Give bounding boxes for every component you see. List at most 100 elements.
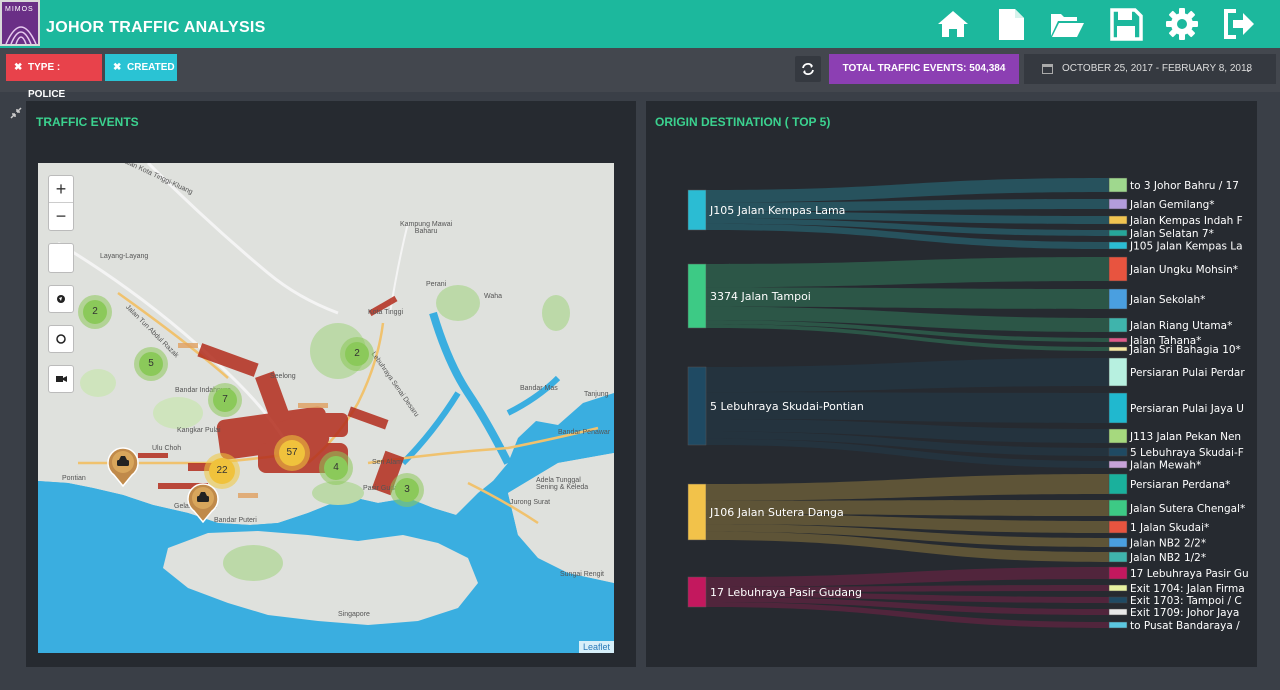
map-cluster[interactable]: 5	[134, 347, 168, 381]
traffic-incident-pin-icon[interactable]	[186, 481, 220, 523]
total-traffic-events-button[interactable]: TOTAL TRAFFIC EVENTS: 504,384	[829, 54, 1019, 84]
panel-title: TRAFFIC EVENTS	[36, 115, 139, 129]
save-icon[interactable]	[1108, 6, 1144, 42]
filter-chip-created[interactable]: ✖ CREATED	[105, 54, 177, 81]
sankey-destination-node[interactable]	[1108, 621, 1128, 629]
remove-filter-icon[interactable]: ✖	[113, 62, 122, 73]
sankey-destination-label: Jalan Kempas Indah F	[1129, 215, 1243, 227]
sankey-destination-label: Persiaran Pulai Jaya U	[1130, 403, 1244, 415]
sankey-origin-node[interactable]	[687, 366, 707, 446]
leaflet-attribution-link[interactable]: Leaflet	[578, 641, 614, 653]
map-label: Adela Tunggal Sening & Keleda	[536, 477, 589, 491]
sankey-link[interactable]	[706, 223, 1109, 249]
sankey-link[interactable]	[706, 567, 1109, 587]
folder-open-icon[interactable]	[1049, 6, 1085, 42]
traffic-incident-pin-icon[interactable]	[106, 445, 140, 487]
cluster-count: 57	[279, 440, 305, 466]
remove-filter-icon[interactable]: ✖	[14, 62, 23, 73]
sankey-link[interactable]	[706, 524, 1109, 547]
sankey-destination-node[interactable]	[1108, 460, 1128, 469]
sankey-destination-node[interactable]	[1108, 596, 1128, 604]
sankey-destination-node[interactable]	[1108, 551, 1128, 563]
mimos-logo: MIMOS	[0, 0, 40, 46]
sankey-link[interactable]	[706, 419, 1109, 443]
map-cluster[interactable]: 7	[208, 383, 242, 417]
sankey-destination-node[interactable]	[1108, 608, 1128, 616]
sankey-origin-node[interactable]	[687, 483, 707, 541]
sankey-destination-node[interactable]	[1108, 537, 1128, 548]
date-range-picker[interactable]: OCTOBER 25, 2017 - FEBRUARY 8, 2018 ⌄	[1024, 54, 1276, 84]
sankey-link[interactable]	[706, 531, 1109, 562]
sankey-link[interactable]	[706, 431, 1109, 456]
map-cluster[interactable]: 57	[274, 435, 310, 471]
sankey-link[interactable]	[706, 597, 1109, 615]
sankey-link[interactable]	[706, 287, 1109, 309]
sankey-destination-node[interactable]	[1108, 499, 1128, 517]
sankey-origin-node[interactable]	[687, 576, 707, 608]
map-cluster[interactable]: 22	[204, 453, 240, 489]
collapse-icon[interactable]	[9, 106, 23, 120]
sign-out-icon[interactable]	[1221, 6, 1257, 42]
map-cluster[interactable]: 3	[390, 473, 424, 507]
sankey-destination-node[interactable]	[1108, 584, 1128, 592]
map-label: Layang-Layang	[100, 253, 149, 260]
sankey-destination-label: Jalan Sekolah*	[1129, 294, 1205, 306]
sankey-link[interactable]	[706, 514, 1109, 533]
sankey-link[interactable]	[706, 438, 1109, 468]
map-label: Kampung Mawai Baharu	[400, 221, 453, 235]
sankey-link[interactable]	[706, 324, 1109, 351]
sankey-destination-node[interactable]	[1108, 566, 1128, 580]
gear-icon[interactable]	[1164, 6, 1200, 42]
sankey-destination-node[interactable]	[1108, 346, 1128, 352]
sankey-link[interactable]	[706, 306, 1109, 332]
sankey-origin-label: 17 Lebuhraya Pasir Gudang	[710, 586, 862, 599]
zoom-in-button[interactable]: +	[49, 176, 73, 203]
sankey-link[interactable]	[706, 474, 1109, 501]
sankey-link[interactable]	[706, 178, 1109, 203]
sankey-destination-node[interactable]	[1108, 177, 1128, 193]
sankey-destination-node[interactable]	[1108, 288, 1128, 310]
file-icon[interactable]	[993, 6, 1029, 42]
refresh-icon[interactable]	[795, 56, 821, 82]
home-icon[interactable]	[935, 6, 971, 42]
sankey-link[interactable]	[706, 257, 1109, 288]
sankey-destination-node[interactable]	[1108, 229, 1128, 237]
map-cluster[interactable]: 4	[319, 451, 353, 485]
globe-icon[interactable]	[48, 285, 74, 313]
sankey-link[interactable]	[706, 592, 1109, 603]
map-cluster[interactable]: 2	[340, 337, 374, 371]
sankey-link[interactable]	[706, 392, 1109, 423]
circle-draw-icon[interactable]	[48, 325, 74, 353]
sankey-origin-node[interactable]	[687, 189, 707, 231]
sankey-link[interactable]	[706, 585, 1109, 592]
map-tool-button[interactable]	[48, 243, 74, 273]
sankey-destination-node[interactable]	[1108, 357, 1128, 387]
sankey-destination-node[interactable]	[1108, 337, 1128, 343]
sankey-destination-node[interactable]	[1108, 215, 1128, 225]
sankey-destination-node[interactable]	[1108, 256, 1128, 282]
sankey-destination-node[interactable]	[1108, 317, 1128, 333]
sankey-destination-node[interactable]	[1108, 198, 1128, 210]
sankey-destination-node[interactable]	[1108, 520, 1128, 534]
sankey-link[interactable]	[706, 500, 1109, 516]
filter-chip-type-police[interactable]: ✖ TYPE : POLICE	[6, 54, 102, 100]
traffic-map[interactable]: Jalan Kota Tinggi-Kluang Kampung Mawai B…	[38, 163, 614, 653]
sankey-origin-node[interactable]	[687, 263, 707, 329]
sankey-link[interactable]	[706, 602, 1109, 628]
sankey-destination-label: Jalan Ungku Mohsin*	[1129, 264, 1238, 276]
zoom-out-button[interactable]: −	[55, 206, 67, 226]
map-label: Singapore	[338, 611, 370, 618]
sankey-destination-node[interactable]	[1108, 241, 1128, 250]
sankey-link[interactable]	[706, 218, 1109, 236]
sankey-link[interactable]	[706, 211, 1109, 224]
map-cluster[interactable]: 2	[78, 295, 112, 329]
video-camera-icon[interactable]	[48, 365, 74, 393]
sankey-link[interactable]	[706, 199, 1109, 212]
sankey-link[interactable]	[706, 320, 1109, 342]
map-label: Ulu Choh	[152, 445, 182, 452]
sankey-destination-node[interactable]	[1108, 428, 1128, 444]
sankey-destination-node[interactable]	[1108, 473, 1128, 495]
sankey-destination-node[interactable]	[1108, 447, 1128, 457]
sankey-link[interactable]	[706, 358, 1109, 393]
sankey-destination-node[interactable]	[1108, 392, 1128, 424]
